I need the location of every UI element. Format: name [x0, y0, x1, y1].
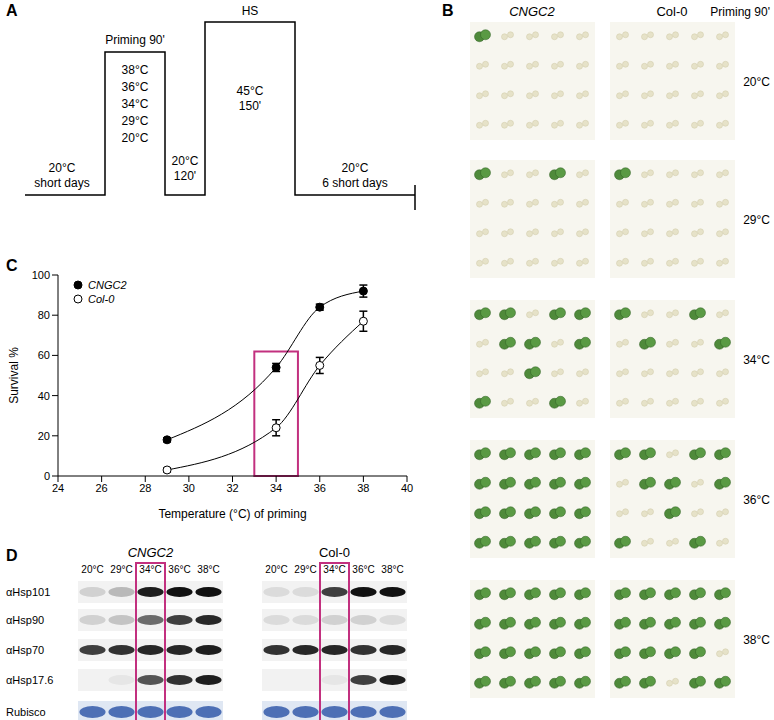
svg-text:36°C: 36°C — [743, 493, 770, 507]
svg-text:Temperature (°C) of priming: Temperature (°C) of priming — [158, 507, 306, 521]
svg-text:150': 150' — [239, 99, 261, 113]
svg-text:CNGC2: CNGC2 — [509, 4, 555, 19]
svg-text:32: 32 — [226, 482, 238, 494]
svg-text:36°C: 36°C — [352, 564, 374, 575]
svg-text:HS: HS — [242, 4, 259, 18]
svg-text:36: 36 — [314, 482, 326, 494]
svg-text:Rubisco: Rubisco — [6, 706, 46, 718]
svg-text:αHsp101: αHsp101 — [6, 586, 50, 598]
svg-text:34°C: 34°C — [122, 97, 149, 111]
svg-text:34: 34 — [270, 482, 282, 494]
svg-text:29°C: 29°C — [743, 213, 770, 227]
svg-text:38°C: 38°C — [197, 564, 219, 575]
svg-text:34°C: 34°C — [139, 564, 161, 575]
svg-text:80: 80 — [38, 309, 50, 321]
svg-text:20°C: 20°C — [265, 564, 287, 575]
svg-text:short days: short days — [34, 176, 89, 190]
svg-text:40: 40 — [401, 482, 413, 494]
svg-text:20°C: 20°C — [172, 154, 199, 168]
svg-text:34°C: 34°C — [743, 353, 770, 367]
svg-text:Priming 90': Priming 90' — [710, 5, 770, 19]
svg-text:38°C: 38°C — [122, 63, 149, 77]
html-text:Col-0: Col-0 — [88, 293, 115, 305]
svg-text:36°C: 36°C — [168, 564, 190, 575]
svg-text:20°C: 20°C — [122, 131, 149, 145]
svg-text:αHsp17.6: αHsp17.6 — [6, 674, 53, 686]
svg-text:6 short days: 6 short days — [322, 176, 387, 190]
svg-text:αHsp70: αHsp70 — [6, 644, 44, 656]
svg-text:B: B — [442, 2, 454, 19]
svg-text:Col-0: Col-0 — [319, 545, 350, 560]
svg-text:0: 0 — [44, 470, 50, 482]
svg-text:28: 28 — [139, 482, 151, 494]
svg-text:Survival %: Survival % — [7, 347, 21, 404]
html-text:C: C — [6, 257, 18, 274]
svg-text:Priming 90': Priming 90' — [105, 33, 165, 47]
svg-text:20°C: 20°C — [743, 75, 770, 89]
svg-text:26: 26 — [96, 482, 108, 494]
svg-text:29°C: 29°C — [122, 114, 149, 128]
svg-text:120': 120' — [174, 169, 196, 183]
svg-text:38: 38 — [357, 482, 369, 494]
svg-text:38°C: 38°C — [381, 564, 403, 575]
svg-text:60: 60 — [38, 349, 50, 361]
svg-text:29°C: 29°C — [110, 564, 132, 575]
svg-text:24: 24 — [52, 482, 64, 494]
svg-text:D: D — [6, 547, 18, 564]
svg-text:20: 20 — [38, 430, 50, 442]
svg-text:20°C: 20°C — [81, 564, 103, 575]
svg-text:30: 30 — [183, 482, 195, 494]
svg-text:20°C: 20°C — [342, 161, 369, 175]
svg-text:29°C: 29°C — [294, 564, 316, 575]
html-text:CNGC2: CNGC2 — [88, 279, 127, 291]
svg-text:40: 40 — [38, 390, 50, 402]
svg-text:36°C: 36°C — [122, 80, 149, 94]
svg-text:αHsp90: αHsp90 — [6, 614, 44, 626]
svg-text:Col-0: Col-0 — [656, 4, 687, 19]
svg-text:A: A — [6, 2, 18, 19]
svg-text:100: 100 — [32, 269, 50, 281]
svg-text:45°C: 45°C — [237, 84, 264, 98]
svg-text:38°C: 38°C — [743, 633, 770, 647]
svg-text:34°C: 34°C — [323, 564, 345, 575]
svg-text:20°C: 20°C — [49, 161, 76, 175]
svg-text:CNGC2: CNGC2 — [128, 545, 174, 560]
